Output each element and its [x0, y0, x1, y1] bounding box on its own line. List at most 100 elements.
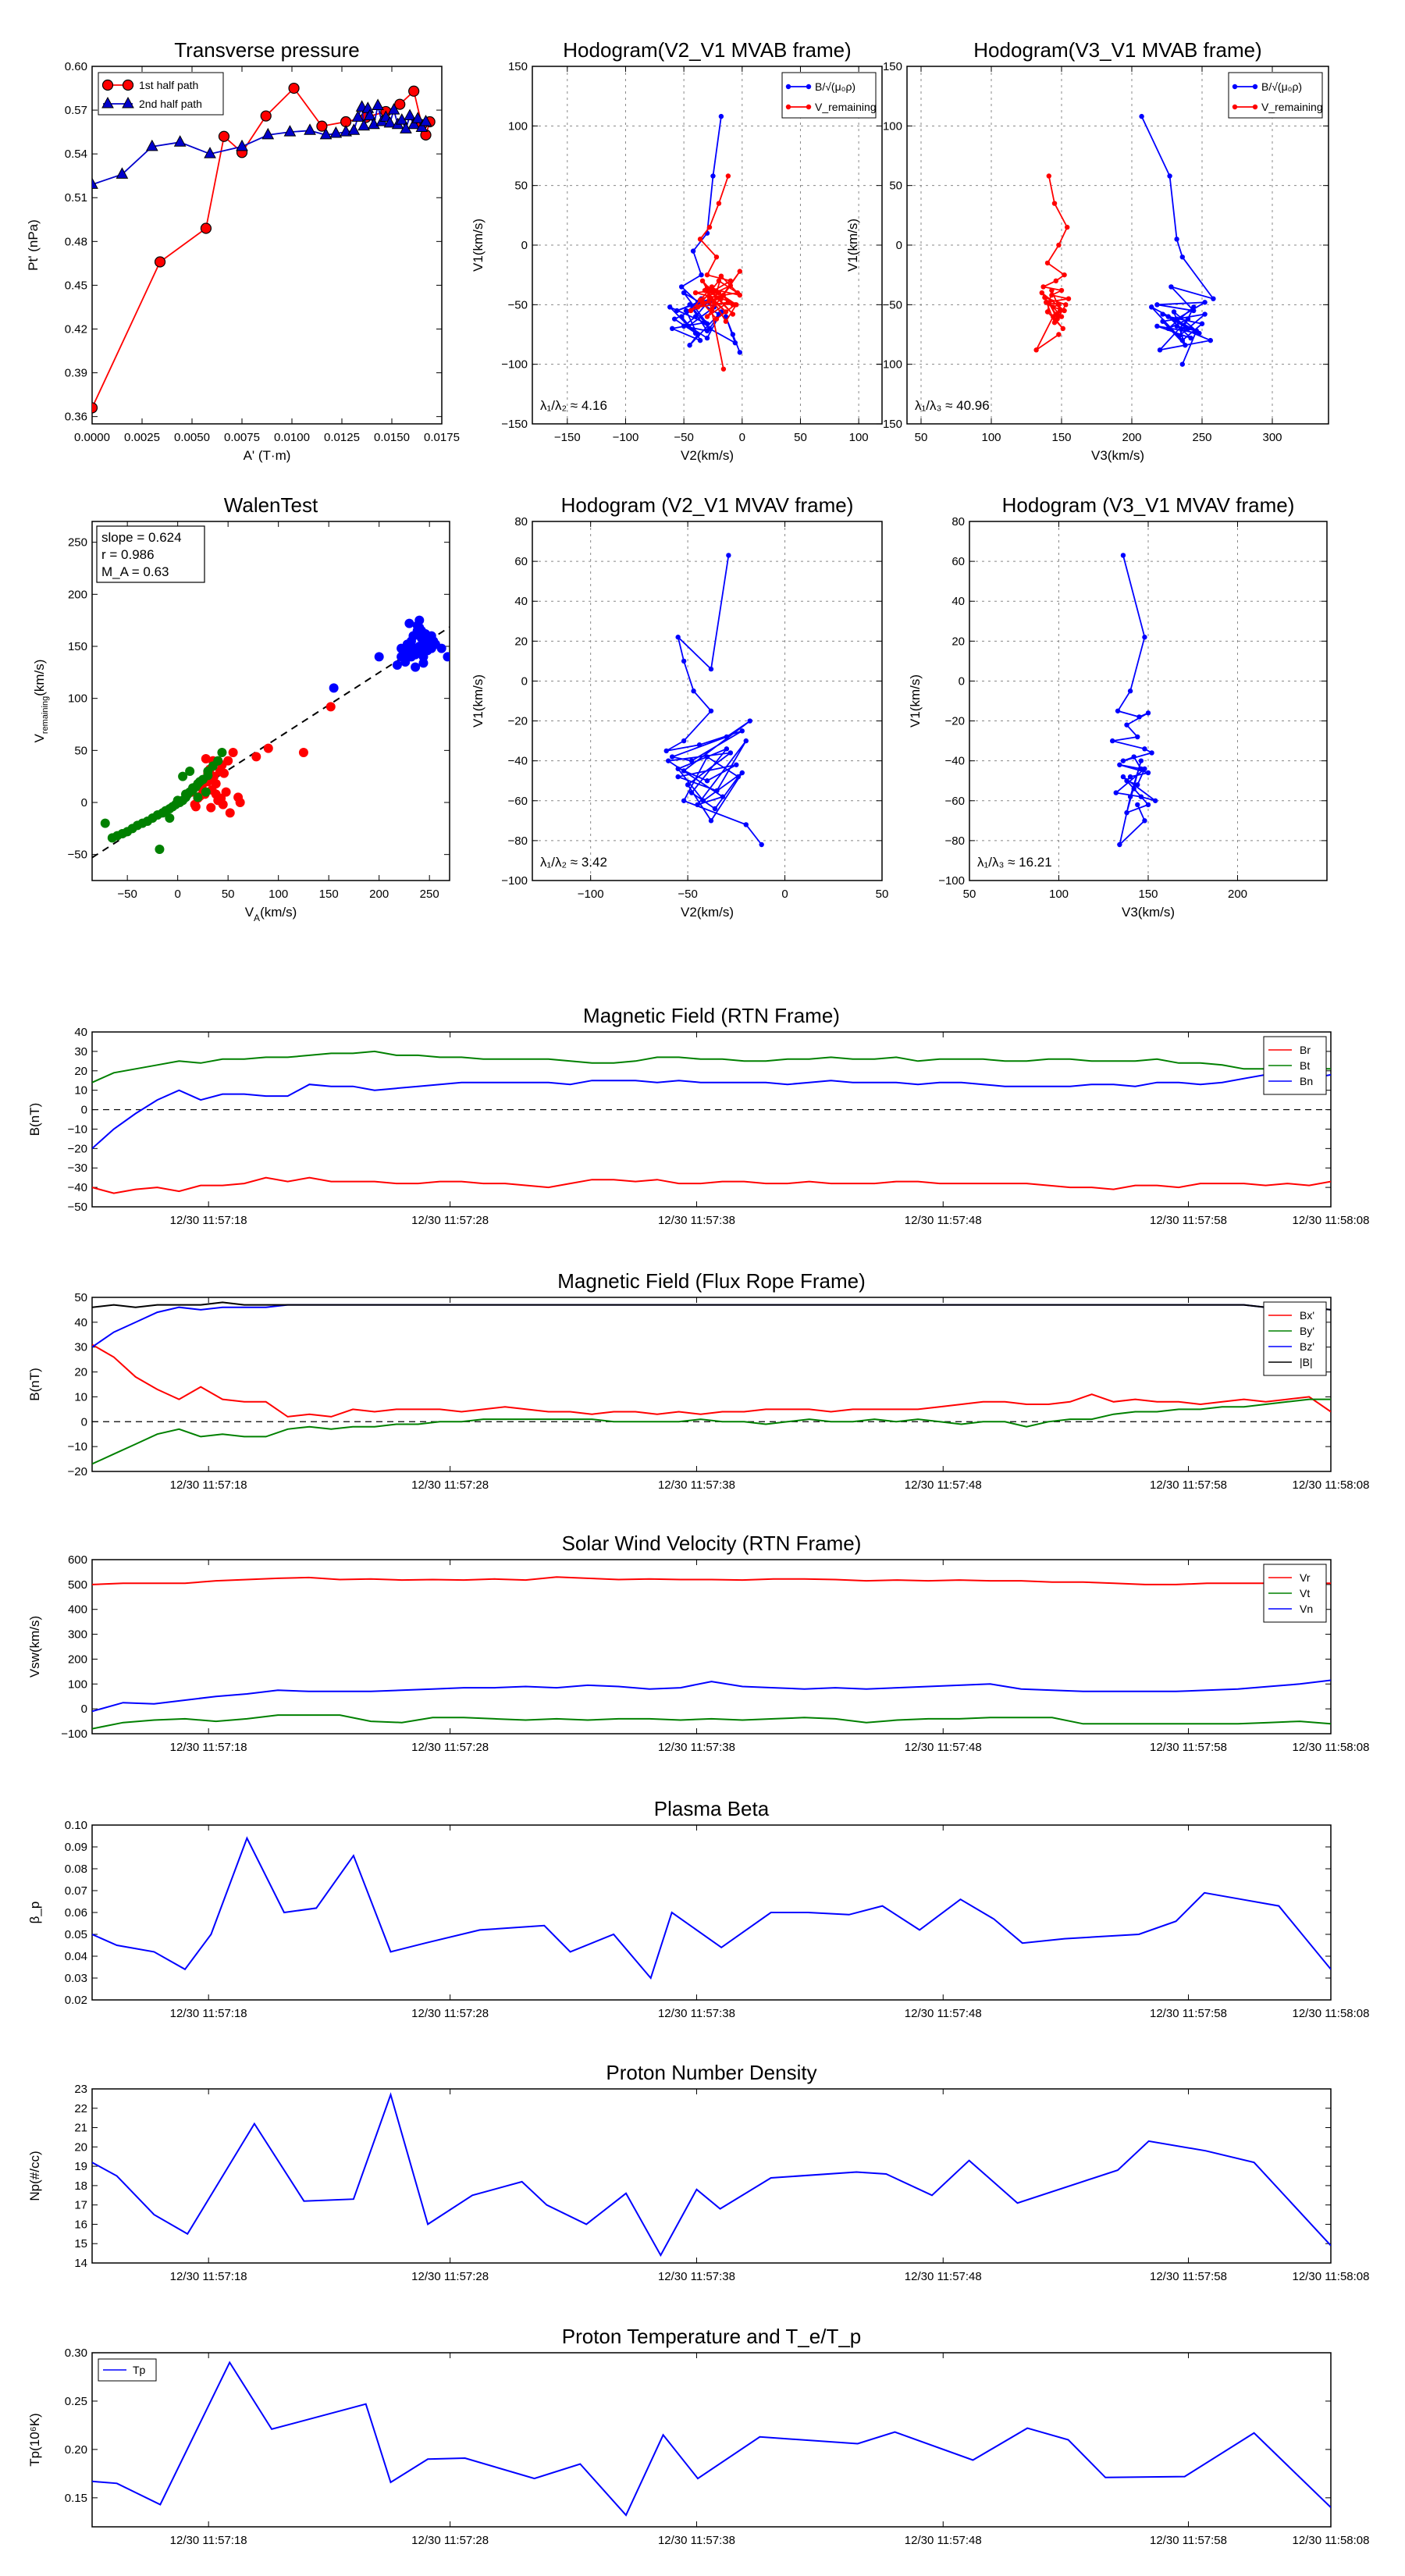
y-tick-label: −20 — [508, 715, 528, 728]
data-point — [1191, 304, 1197, 310]
data-point — [1232, 104, 1238, 110]
y-axis-label: Vremaining(km/s) — [32, 660, 50, 743]
y-tick-label: −100 — [876, 358, 902, 372]
data-point — [1157, 347, 1163, 353]
data-point — [1049, 292, 1055, 298]
x-tick-label: 150 — [1051, 431, 1071, 444]
data-point — [759, 841, 764, 848]
data-point — [319, 127, 333, 140]
data-point — [1120, 774, 1126, 780]
x-tick-label: 12/30 11:57:48 — [905, 1214, 982, 1227]
series-group — [92, 615, 450, 859]
eigenvalue-ratio-annotation: λ₁/λ₃ ≈ 16.21 — [977, 855, 1052, 870]
chart-beta: 0.02 0.03 0.04 0.05 0.06 0.07 0.08 0.09 0.10 12/3… — [27, 1797, 1369, 2020]
data-point — [691, 688, 696, 694]
data-point — [785, 104, 791, 110]
data-point — [718, 113, 724, 119]
data-point — [1127, 794, 1133, 799]
y-tick-label: 80 — [951, 515, 965, 528]
y-tick-label: 0.42 — [65, 322, 87, 336]
data-point — [735, 774, 742, 780]
data-point — [667, 304, 673, 310]
x-tick-label: 12/30 11:57:38 — [658, 2270, 735, 2283]
data-point — [704, 285, 710, 291]
x-tick-label: 0.0075 — [224, 431, 260, 444]
data-point — [1193, 328, 1200, 334]
data-point — [1145, 710, 1151, 716]
data-point — [195, 777, 205, 787]
data-point — [387, 103, 400, 115]
data-point — [1232, 84, 1238, 90]
data-point — [1065, 224, 1070, 230]
y-tick-label: −10 — [68, 1123, 87, 1136]
data-point — [681, 738, 687, 744]
data-point — [704, 321, 710, 326]
data-point — [1202, 300, 1208, 305]
series-line-2nd half path — [92, 105, 427, 186]
data-point — [251, 752, 261, 762]
y-tick-label: 0 — [81, 796, 87, 809]
x-tick-label: 100 — [269, 888, 288, 901]
data-point — [681, 768, 687, 774]
data-point — [732, 340, 738, 346]
data-point — [443, 652, 450, 662]
data-point — [699, 278, 706, 283]
x-tick-label: 12/30 11:58:08 — [1293, 1214, 1370, 1227]
x-tick-label: 50 — [876, 888, 889, 901]
x-tick-label: 12/30 11:57:38 — [658, 1478, 735, 1492]
y-tick-label: 250 — [68, 536, 87, 550]
data-point — [233, 792, 244, 802]
data-point — [692, 290, 699, 296]
x-axis-label: V3(km/s) — [1091, 448, 1144, 463]
data-point — [718, 296, 724, 301]
y-tick-label: −20 — [68, 1465, 87, 1478]
legend-label: Vr — [1300, 1571, 1311, 1584]
y-axis-label: Np(#/cc) — [27, 2151, 42, 2201]
x-tick-label: 12/30 11:57:58 — [1150, 2007, 1227, 2020]
data-point — [154, 256, 166, 268]
data-point — [730, 311, 736, 317]
x-tick-label: 12/30 11:57:38 — [658, 2007, 735, 2020]
data-point — [1060, 326, 1066, 332]
y-tick-label: 50 — [889, 180, 902, 193]
data-point — [1135, 782, 1140, 788]
data-point — [1115, 708, 1121, 713]
data-point — [737, 269, 743, 274]
fit-line — [92, 626, 450, 859]
data-point — [727, 750, 734, 756]
data-point — [704, 314, 710, 319]
data-point — [1136, 714, 1142, 720]
data-point — [1117, 762, 1122, 767]
data-point — [1113, 790, 1119, 795]
data-point — [1142, 746, 1147, 752]
y-tick-label: 600 — [68, 1553, 87, 1567]
series-group — [92, 82, 436, 414]
y-tick-label: 10 — [74, 1390, 87, 1404]
data-point — [404, 109, 416, 121]
chart-h1: −150 −100 −50 0 50 100 150 −150 −100 −50 0 50 100 Hod… — [471, 38, 883, 463]
legend-box — [98, 72, 224, 116]
x-tick-label: 12/30 11:57:48 — [905, 1741, 982, 1754]
data-point — [678, 284, 685, 290]
data-point — [678, 314, 685, 319]
data-point — [737, 292, 743, 298]
y-axis-label: Vsw(km/s) — [27, 1616, 42, 1678]
y-tick-label: 0.04 — [65, 1950, 87, 1963]
data-point — [706, 224, 713, 230]
y-tick-label: 40 — [951, 595, 965, 608]
x-tick-label: 100 — [981, 431, 1001, 444]
x-tick-label: 100 — [1049, 888, 1069, 901]
data-point — [1145, 770, 1151, 776]
data-point — [1202, 311, 1208, 317]
data-point — [716, 278, 722, 283]
x-tick-label: 12/30 11:58:08 — [1293, 2007, 1370, 2020]
data-point — [206, 802, 216, 813]
plot-frame — [91, 2352, 1332, 2528]
series-line-V — [666, 555, 763, 845]
data-point — [711, 287, 717, 294]
y-tick-label: −150 — [501, 418, 528, 431]
x-tick-label: 12/30 11:57:28 — [411, 1478, 489, 1492]
y-tick-label: 100 — [883, 119, 902, 133]
x-tick-label: 250 — [420, 888, 439, 901]
